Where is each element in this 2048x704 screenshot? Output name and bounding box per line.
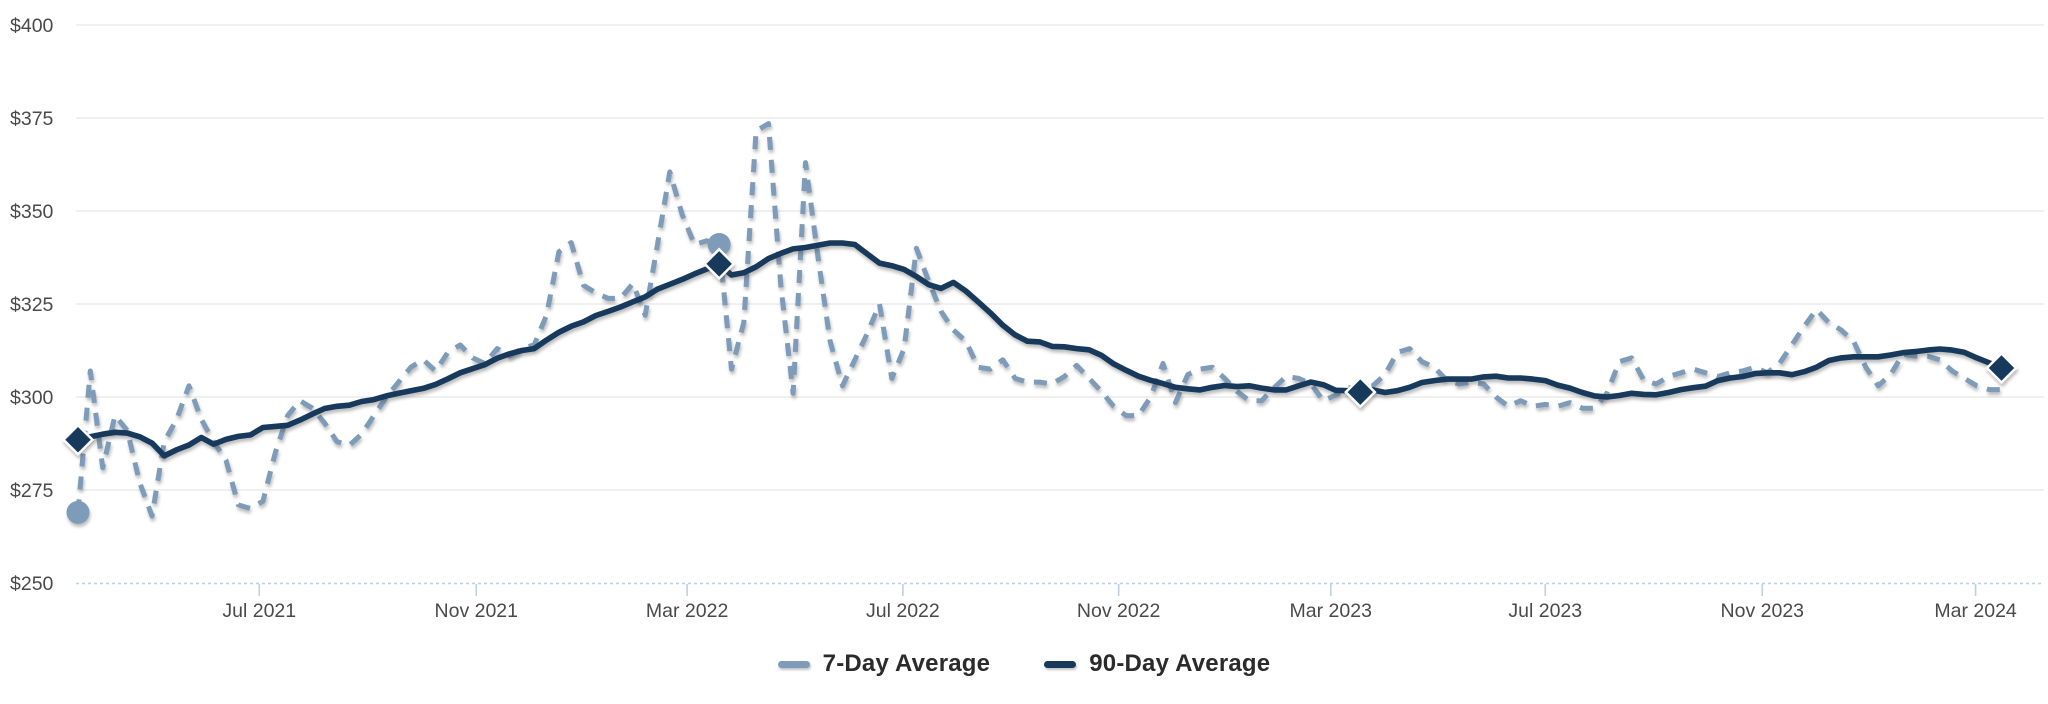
series-lines bbox=[75, 121, 2005, 519]
legend-item-90-day-average[interactable]: 90-Day Average bbox=[1044, 650, 1270, 678]
y-grid: $250 $275 $300 $325 $350 $375 $400 bbox=[10, 15, 2044, 595]
y-tick-label-350: $350 bbox=[10, 201, 54, 223]
circle-marker-week-52[interactable] bbox=[707, 232, 731, 256]
legend-label-90-day-average: 90-Day Average bbox=[1089, 650, 1271, 677]
x-tick-label-3: Jul 2022 bbox=[866, 600, 940, 622]
x-tick-label-6: Jul 2023 bbox=[1508, 600, 1582, 622]
x-tick-label-2: Mar 2022 bbox=[646, 600, 728, 622]
series-line-90-day-average[interactable] bbox=[75, 240, 2005, 459]
y-tick-label-400: $400 bbox=[10, 15, 54, 37]
diamond-marker-week-0[interactable] bbox=[61, 423, 95, 457]
y-tick-label-375: $375 bbox=[10, 108, 54, 130]
x-tick-label-8: Mar 2024 bbox=[1934, 600, 2017, 622]
series-line-7-day-average[interactable] bbox=[75, 121, 2002, 519]
legend-item-7-day-average[interactable]: 7-Day Average bbox=[777, 650, 991, 678]
legend-dash-swatch-7-day-icon bbox=[777, 660, 810, 668]
y-tick-label-250: $250 bbox=[10, 573, 54, 595]
diamond-marker-week-104[interactable] bbox=[1344, 375, 1377, 409]
y-tick-label-325: $325 bbox=[10, 294, 54, 316]
x-tick-label-1: Nov 2021 bbox=[435, 600, 518, 622]
x-axis: Jul 2021 Nov 2021 Mar 2022 Jul 2022 Nov 2022… bbox=[222, 584, 2017, 622]
x-tick-label-7: Nov 2023 bbox=[1721, 600, 1804, 622]
series-markers bbox=[61, 232, 2018, 524]
diamond-marker-week-52[interactable] bbox=[702, 247, 736, 281]
legend-label-7-day-average: 7-Day Average bbox=[822, 650, 991, 677]
x-tick-label-5: Mar 2023 bbox=[1290, 600, 1372, 622]
legend-dash-swatch-90-day-icon bbox=[1044, 660, 1077, 668]
x-tick-label-0: Jul 2021 bbox=[222, 600, 296, 622]
x-tick-label-4: Nov 2022 bbox=[1077, 600, 1160, 622]
circle-marker-week-0[interactable] bbox=[66, 500, 90, 524]
chart-legend: 7-Day Average 90-Day Average bbox=[0, 650, 2048, 678]
y-tick-label-300: $300 bbox=[10, 387, 54, 409]
y-tick-label-275: $275 bbox=[10, 480, 54, 502]
diamond-marker-week-156[interactable] bbox=[1985, 351, 2018, 385]
